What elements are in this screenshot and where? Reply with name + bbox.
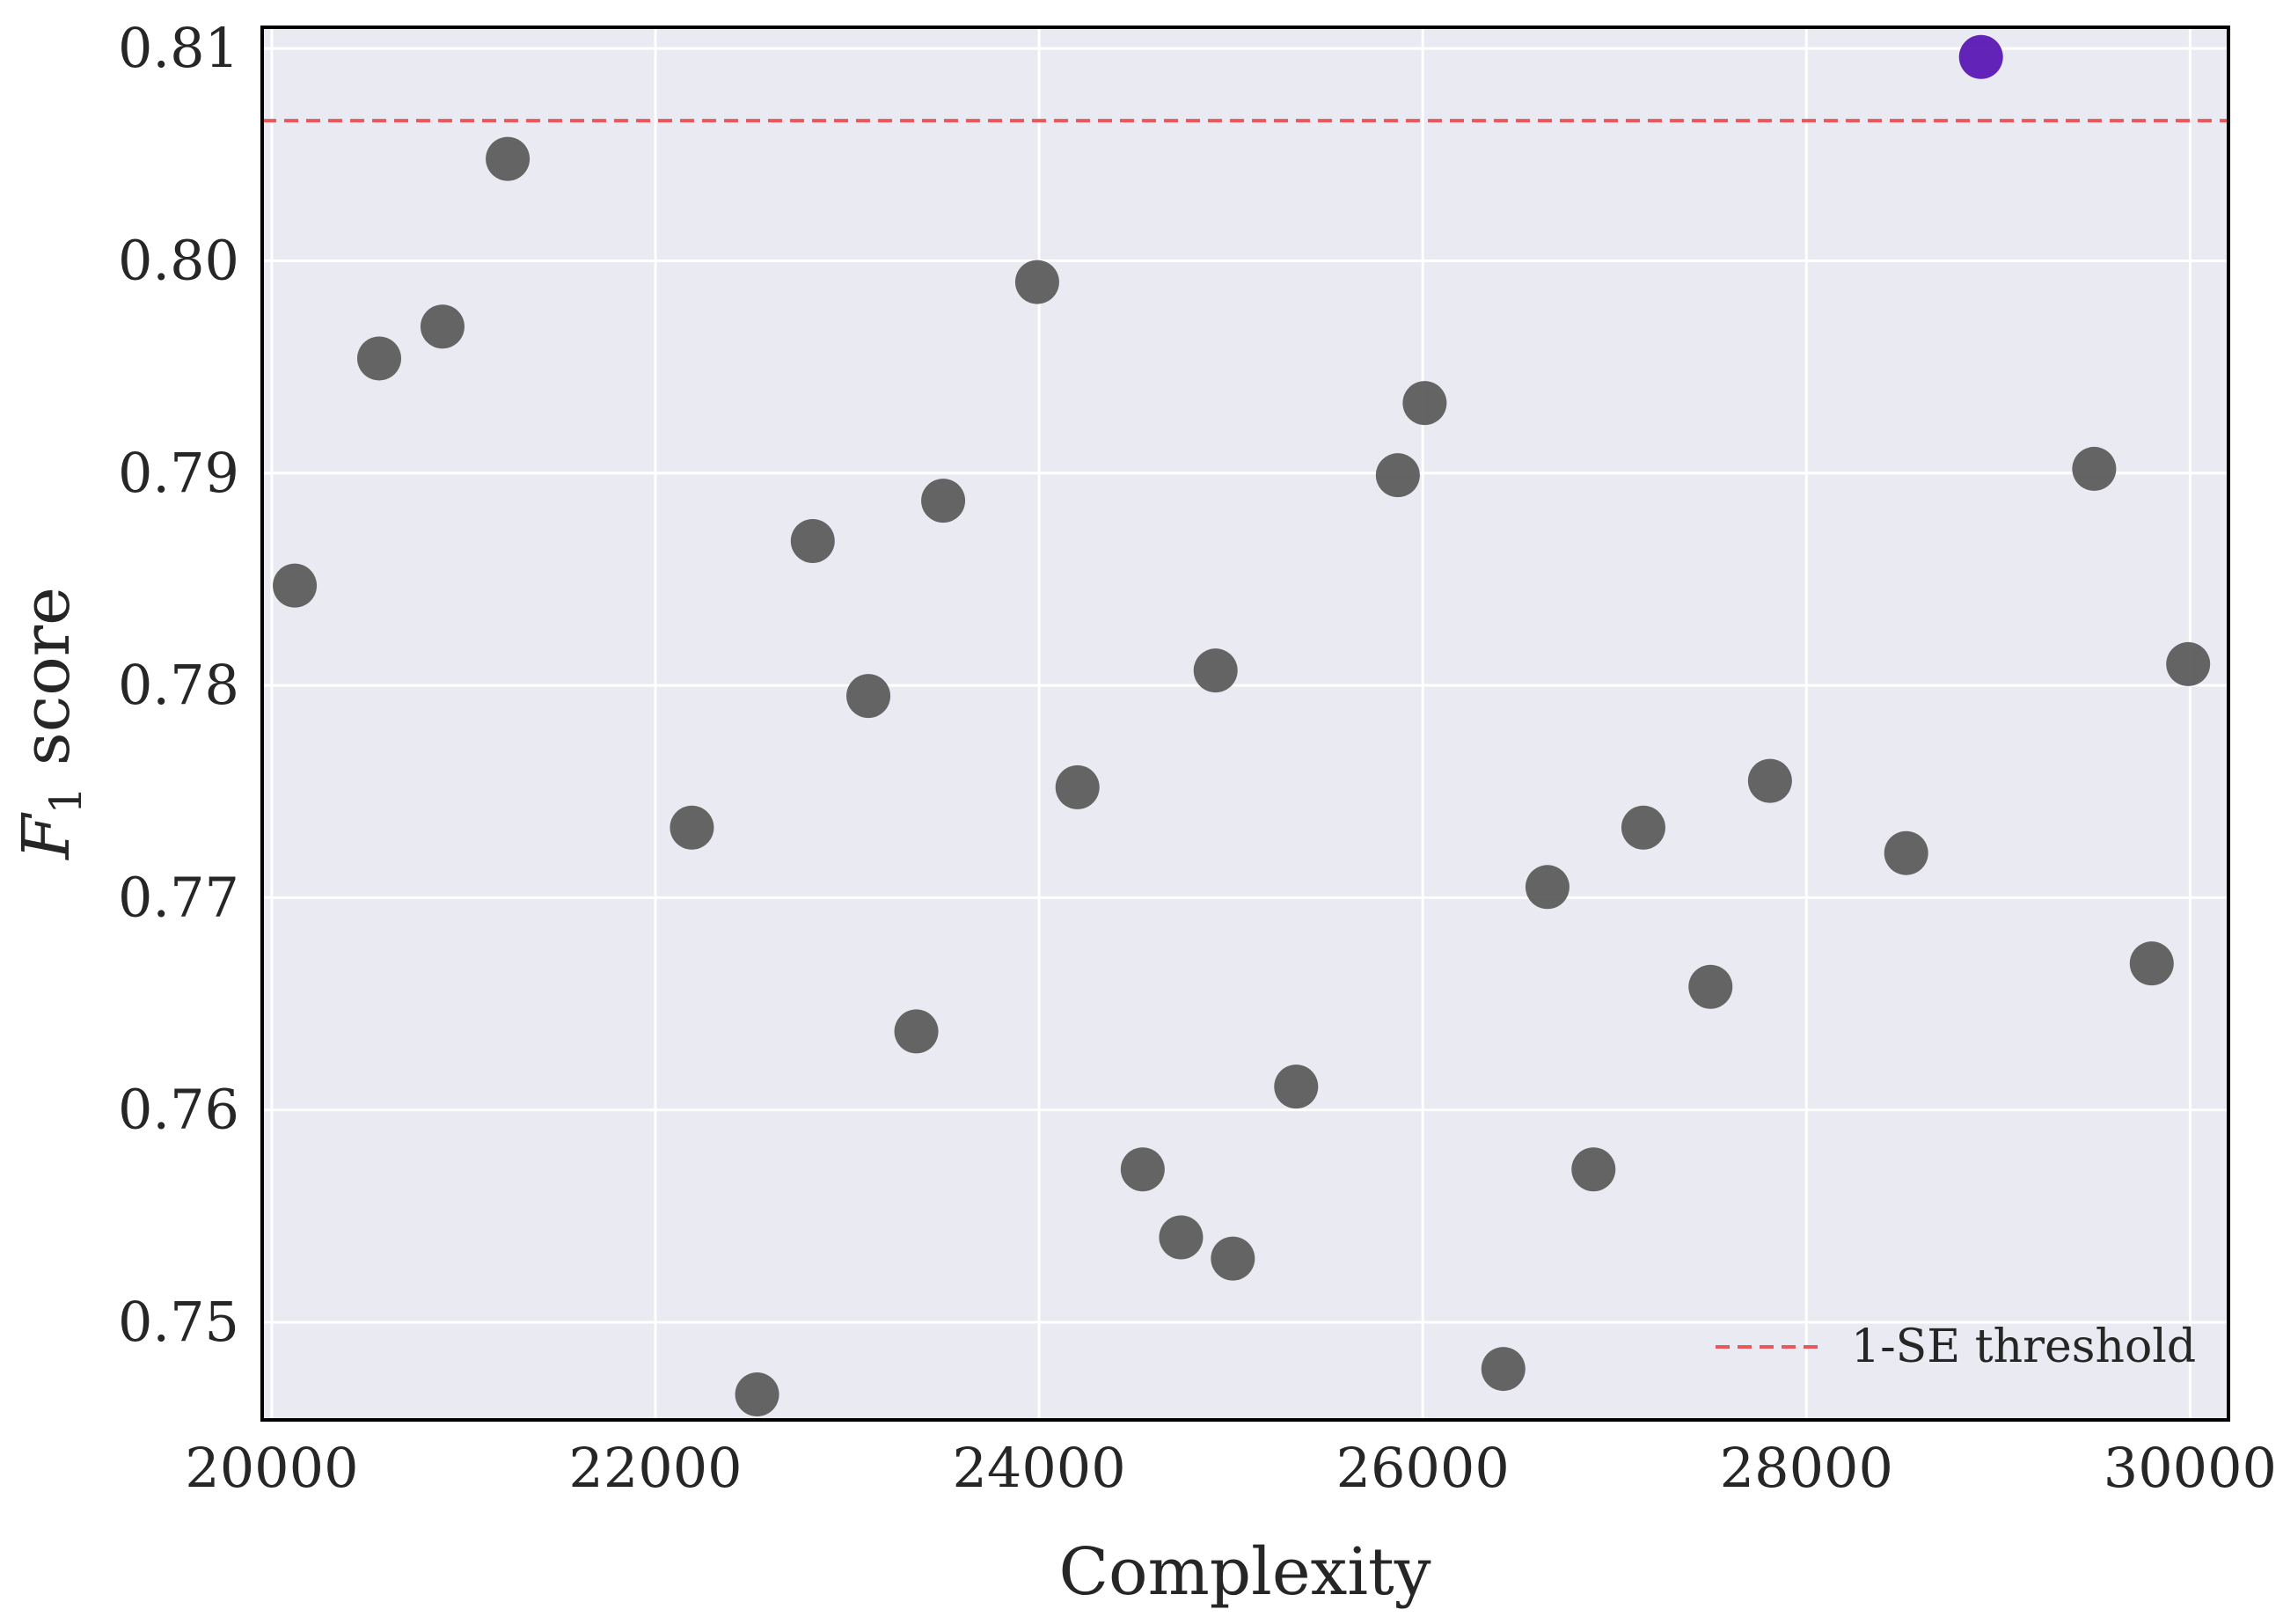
highlighted-data-point [1958,34,2003,79]
data-point [1193,648,1238,693]
data-point [1621,805,1665,850]
x-tick-label: 30000 [2104,1436,2277,1500]
data-point [1402,381,1447,426]
data-point [1375,453,1420,498]
data-point [273,563,318,608]
x-axis-ticks: 20000 22000 24000 26000 28000 30000 [185,1436,2277,1500]
data-point [846,674,891,719]
data-point [1481,1347,1526,1392]
x-tick-label: 24000 [952,1436,1125,1500]
data-point [2129,941,2174,986]
x-tick-label: 20000 [185,1436,358,1500]
data-points [273,34,2211,1417]
y-tick-label: 0.79 [118,441,239,505]
x-tick-label: 28000 [1720,1436,1893,1500]
y-axis-label-text: score [9,587,84,786]
grid-lines [262,27,2228,1420]
data-point [921,479,966,523]
data-point [1688,964,1733,1009]
legend-threshold-label: 1-SE threshold [1851,1320,2196,1373]
data-point [1055,764,1100,809]
y-tick-label: 0.81 [118,16,239,80]
x-axis-label: Complexity [1058,1534,1431,1610]
y-axis-label-italic: F [9,812,84,861]
y-tick-label: 0.75 [118,1290,239,1354]
plot-frame [260,26,2230,1422]
data-point [1120,1147,1165,1192]
data-point [420,304,465,349]
data-point [1525,865,1570,910]
data-point [1274,1064,1319,1109]
data-point [486,136,531,181]
data-point [670,805,714,850]
data-point [2072,446,2117,491]
y-tick-label: 0.78 [118,653,239,717]
data-point [1747,758,1792,803]
y-tick-label: 0.76 [118,1078,239,1142]
y-axis-label-subscript: 1 [40,786,91,815]
y-axis-label: F1 score [9,587,91,861]
y-tick-label: 0.77 [118,865,239,929]
plot-area [262,27,2228,1420]
data-point [790,518,835,563]
data-point [735,1372,779,1417]
data-point [357,336,402,381]
x-tick-label: 22000 [568,1436,742,1500]
data-point [1571,1147,1616,1192]
x-tick-label: 26000 [1336,1436,1510,1500]
data-point [2166,641,2211,686]
legend: 1-SE threshold [1716,1320,2196,1373]
y-axis-ticks: 0.75 0.76 0.77 0.78 0.79 0.80 0.81 [118,16,239,1354]
data-point [1159,1215,1204,1260]
data-point [1884,830,1928,875]
y-tick-label: 0.80 [118,228,239,292]
data-point [1014,260,1059,304]
data-point [1211,1236,1255,1281]
data-point [894,1009,939,1054]
